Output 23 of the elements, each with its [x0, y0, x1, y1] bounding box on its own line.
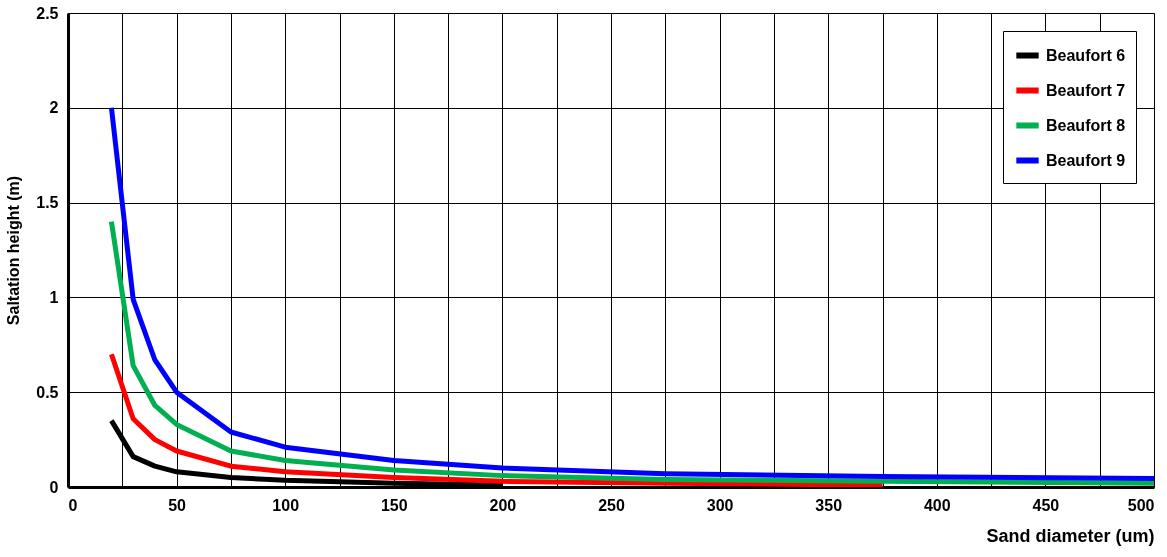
x-tick-label: 100 — [272, 496, 300, 514]
x-tick-label: 300 — [706, 496, 734, 514]
legend-label: Beaufort 6 — [1046, 46, 1126, 64]
x-tick-label: 250 — [598, 496, 625, 514]
legend-label: Beaufort 7 — [1046, 81, 1126, 99]
x-tick-label: 200 — [489, 496, 517, 514]
y-tick-label: 1 — [49, 288, 59, 306]
legend-label: Beaufort 9 — [1046, 151, 1126, 169]
x-tick-label: 500 — [1127, 496, 1155, 514]
x-tick-label: 450 — [1032, 496, 1060, 514]
x-tick-label: 50 — [168, 496, 187, 514]
legend-label: Beaufort 8 — [1046, 116, 1126, 134]
y-axis-title: Saltation height (m) — [5, 175, 23, 326]
y-tick-label: 2 — [49, 99, 59, 117]
x-tick-label: 0 — [68, 496, 78, 514]
y-tick-label: 2.5 — [36, 4, 59, 22]
x-tick-label: 150 — [380, 496, 408, 514]
x-tick-label: 350 — [815, 496, 843, 514]
y-tick-label: 1.5 — [36, 194, 59, 212]
y-tick-label: 0.5 — [36, 383, 59, 401]
x-axis-title: Sand diameter (um) — [986, 525, 1155, 546]
y-tick-label: 0 — [49, 478, 59, 496]
x-tick-label: 400 — [923, 496, 951, 514]
